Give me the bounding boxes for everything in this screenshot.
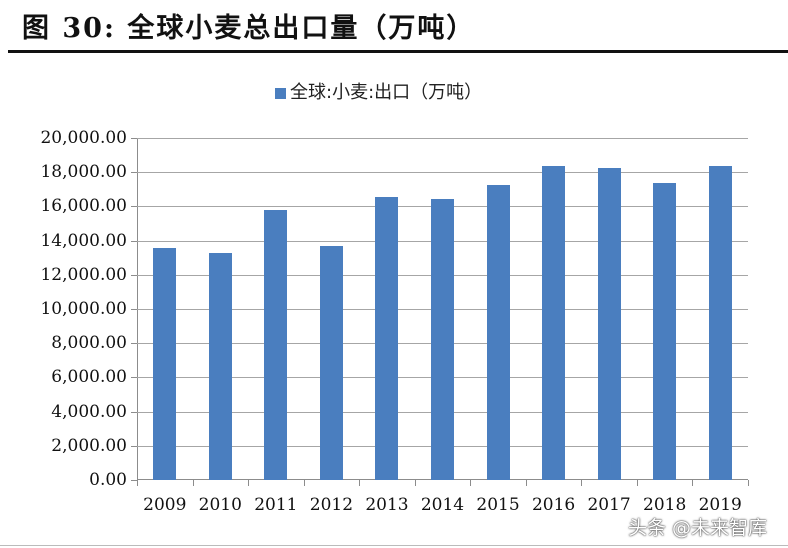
x-tick xyxy=(303,480,305,486)
bar-2016 xyxy=(542,166,566,480)
x-tick-label: 2018 xyxy=(643,495,687,515)
x-tick xyxy=(748,480,749,486)
y-tick-label: 12,000.00 xyxy=(40,264,127,285)
x-tick-label: 2016 xyxy=(531,495,576,515)
x-tick xyxy=(359,480,361,486)
gridline xyxy=(137,138,748,139)
bar-2015 xyxy=(486,185,510,480)
y-tick xyxy=(131,480,137,481)
bottom-rule xyxy=(0,545,788,546)
bar-2019 xyxy=(708,166,732,480)
x-tick xyxy=(692,480,694,486)
figure-title: 图 30: 全球小麦总出口量（万吨） xyxy=(22,13,476,44)
bar-2017 xyxy=(597,167,621,480)
x-tick-label: 2017 xyxy=(587,495,631,515)
x-tick xyxy=(581,480,583,486)
y-tick xyxy=(131,172,137,174)
y-tick xyxy=(131,445,137,447)
x-tick-label: 2009 xyxy=(143,495,187,515)
y-tick-label: 8,000.00 xyxy=(51,333,127,354)
bar-2013 xyxy=(375,197,399,480)
watermark: 头条 @未来智库 xyxy=(628,517,768,539)
y-tick-label: 18,000.00 xyxy=(40,162,127,183)
y-tick-label: 6,000.00 xyxy=(51,367,127,388)
y-tick xyxy=(131,377,137,379)
y-tick xyxy=(131,411,137,413)
y-tick-label: 16,000.00 xyxy=(40,196,127,217)
x-tick xyxy=(414,480,416,486)
x-tick xyxy=(248,480,250,486)
x-tick xyxy=(636,480,638,486)
y-tick xyxy=(131,343,137,345)
x-tick-label: 2011 xyxy=(254,495,298,515)
x-tick-label: 2014 xyxy=(420,495,465,515)
title-rule xyxy=(8,50,788,53)
x-tick-label: 2012 xyxy=(309,495,354,515)
bar-2010 xyxy=(208,253,232,480)
y-tick xyxy=(131,240,137,242)
x-tick xyxy=(470,480,472,486)
y-tick-label: 2,000.00 xyxy=(51,435,127,456)
legend-label: 全球:小麦:出口（万吨） xyxy=(290,82,483,103)
bar-2011 xyxy=(264,209,288,480)
y-tick-label: 14,000.00 xyxy=(40,230,127,251)
y-tick xyxy=(131,138,137,139)
x-tick-label: 2019 xyxy=(698,495,742,515)
bar-2012 xyxy=(319,245,343,480)
y-tick-label: 4,000.00 xyxy=(51,401,127,422)
gridline xyxy=(137,172,748,174)
bar-2009 xyxy=(153,248,177,480)
bar-2014 xyxy=(431,198,454,480)
plot-area xyxy=(131,138,749,486)
x-tick-label: 2013 xyxy=(365,495,409,515)
y-tick-label: 0.00 xyxy=(89,470,127,490)
x-tick xyxy=(192,480,194,486)
chart-legend: 全球:小麦:出口（万吨） xyxy=(275,78,482,104)
x-tick-label: 2010 xyxy=(198,495,242,515)
bar-2018 xyxy=(653,183,677,480)
legend-swatch-icon xyxy=(275,87,286,99)
y-tick xyxy=(131,309,137,310)
y-tick-label: 10,000.00 xyxy=(40,299,127,319)
y-tick xyxy=(131,274,137,276)
y-tick-label: 20,000.00 xyxy=(40,128,127,148)
x-tick xyxy=(525,480,527,486)
y-tick xyxy=(131,206,137,208)
x-tick xyxy=(137,480,138,486)
x-tick-label: 2015 xyxy=(476,495,520,515)
